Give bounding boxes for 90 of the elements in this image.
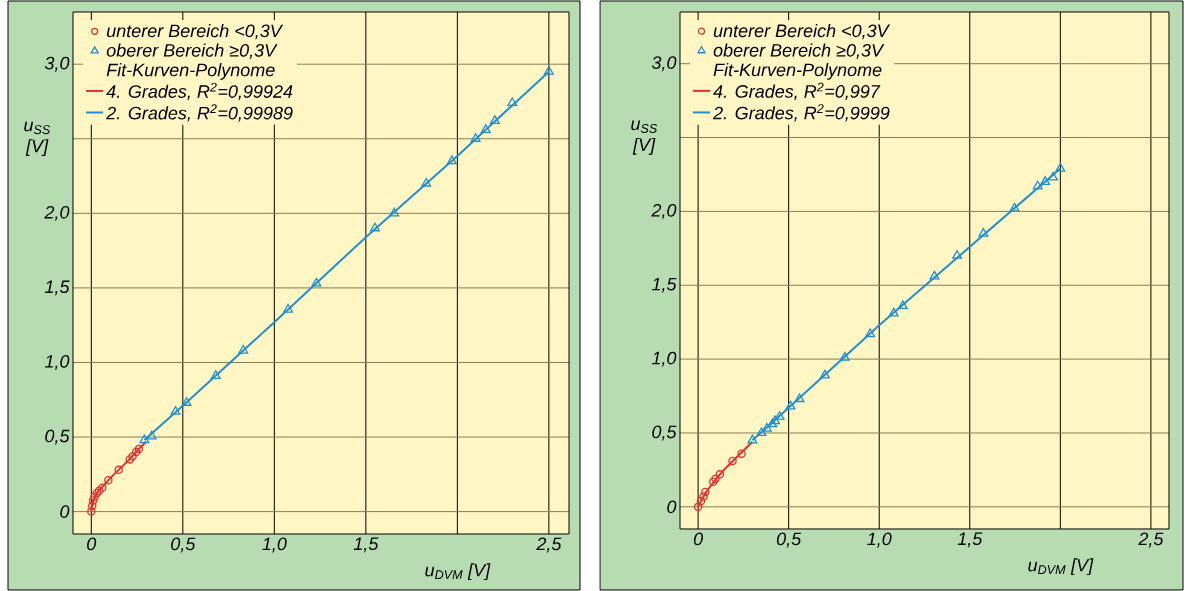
point: [699, 492, 708, 501]
point: [693, 502, 703, 512]
legend-label: 4. Grades, R$^{2}$=0,997: [713, 82, 881, 100]
point: [737, 449, 746, 458]
point: [104, 476, 113, 485]
legend-label: oberer Bereich ≥0,3V: [713, 43, 885, 59]
point: [470, 133, 481, 142]
x-tick-label: 1,0: [867, 532, 892, 548]
y-axis-title: u$_{SS}$ [V]: [24, 121, 51, 156]
point: [210, 370, 221, 380]
y-tick-label: 1,0: [651, 351, 677, 367]
point: [888, 307, 899, 317]
y-axis-title: u$_{SS}$ [V]: [631, 120, 658, 155]
legend-label: oberer Bereich ≥0,3V: [106, 43, 278, 59]
point: [696, 496, 706, 506]
y-tick-label: 1,5: [44, 280, 70, 296]
point: [87, 501, 97, 510]
point: [370, 222, 380, 232]
point: [238, 344, 249, 354]
legend-label: 4. Grades, R$^{2}$=0,99924: [106, 82, 293, 101]
point: [283, 303, 294, 313]
point: [1009, 202, 1020, 212]
x-axis-title: u$_{DVM}$ [V]: [1028, 558, 1094, 576]
point: [978, 227, 989, 237]
point: [128, 452, 137, 461]
y-tick-label: 2,0: [651, 203, 677, 219]
point: [181, 397, 192, 406]
point: [114, 465, 124, 475]
point: [421, 177, 432, 187]
y-tick-label: 3,0: [651, 56, 677, 72]
point: [1048, 171, 1059, 181]
point: [952, 250, 963, 259]
point: [794, 393, 805, 403]
y-tick-label: 2,0: [44, 205, 70, 221]
y-tick-label: 0,5: [652, 425, 677, 441]
point: [865, 328, 876, 338]
x-tick-label: 1,0: [262, 537, 287, 553]
x-tick-label: 0,5: [171, 537, 196, 553]
x-tick-label: 2,5: [536, 537, 562, 553]
point: [507, 97, 518, 107]
point: [87, 507, 96, 516]
point: [1032, 180, 1043, 190]
point: [446, 155, 457, 165]
point: [715, 470, 725, 479]
point: [88, 496, 98, 505]
point: [711, 474, 720, 484]
point: [701, 487, 710, 497]
point: [146, 430, 157, 440]
point: [1055, 162, 1066, 172]
point: [761, 422, 772, 432]
point: [480, 124, 491, 133]
point: [785, 400, 796, 410]
point: [839, 351, 850, 361]
point: [489, 115, 500, 125]
y-tick-label: 0: [60, 505, 70, 518]
point: [125, 455, 134, 464]
legend-label: unterer Bereich <0,3V: [713, 23, 891, 40]
point: [98, 483, 107, 492]
point: [774, 411, 785, 420]
point: [139, 434, 150, 444]
point: [543, 66, 554, 75]
legend-title: Fit-Kurven-Polynome: [713, 63, 882, 80]
point: [389, 207, 400, 217]
legend-label: 2. Grades, R$^{2}$=0,9999: [712, 104, 890, 122]
y-tick-label: 0,5: [45, 429, 70, 445]
legend-label: 2. Grades, R$^{2}$=0,99989: [106, 104, 293, 122]
point: [709, 477, 718, 486]
legend-title: Fit-Kurven-Polynome: [106, 63, 275, 80]
legend-label: unterer Bereich <0,3V: [106, 24, 284, 40]
y-tick-label: 1,5: [651, 277, 677, 293]
point: [897, 300, 908, 310]
x-tick-label: 2,5: [1138, 532, 1164, 548]
y-tick-label: 0: [667, 500, 677, 514]
x-tick-label: 1,5: [957, 532, 983, 548]
x-tick-label: 0: [87, 537, 97, 551]
point: [728, 456, 737, 466]
point: [819, 369, 830, 379]
point: [170, 406, 181, 415]
point: [929, 270, 940, 280]
x-tick-label: 1,5: [353, 537, 379, 553]
x-axis-title: u$_{DVM}$ [V]: [425, 563, 491, 581]
x-tick-label: 0: [693, 532, 703, 546]
point: [756, 427, 767, 437]
y-tick-label: 3,0: [44, 56, 70, 72]
point: [311, 277, 322, 287]
point: [90, 492, 99, 501]
y-tick-label: 1,0: [44, 355, 70, 370]
point: [747, 434, 758, 444]
x-tick-label: 0,5: [776, 532, 802, 548]
point: [1040, 176, 1051, 186]
